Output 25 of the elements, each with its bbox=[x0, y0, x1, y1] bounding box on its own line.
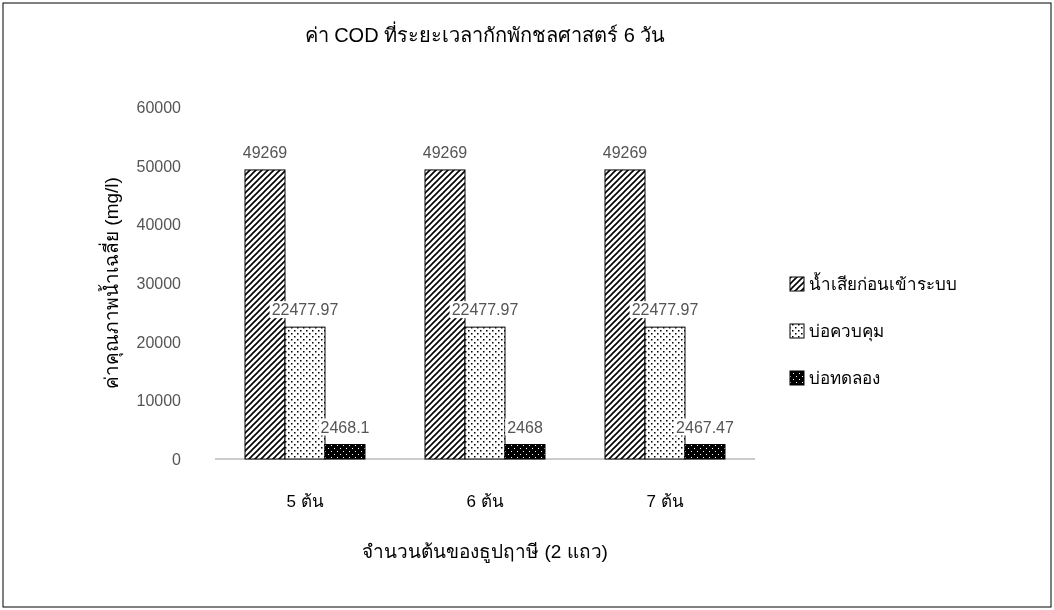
x-axis-title: จำนวนต้นของธูปฤาษี (2 แถว) bbox=[362, 541, 608, 563]
y-tick-label: 60000 bbox=[136, 99, 182, 116]
data-label: 49269 bbox=[422, 143, 468, 161]
y-tick-label: 20000 bbox=[136, 333, 182, 351]
y-axis-title: ค่าคุณภาพน้ำเฉลี่ย (mg/l) bbox=[98, 177, 124, 389]
data-label: 49269 bbox=[602, 143, 648, 161]
x-tick-label: 6 ต้น bbox=[466, 492, 504, 511]
y-tick-label: 10000 bbox=[136, 392, 182, 410]
data-label: 22477.97 bbox=[271, 301, 339, 319]
x-tick-label: 7 ต้น bbox=[646, 492, 684, 511]
data-label: 2468 bbox=[507, 418, 543, 436]
y-tick-label: 40000 bbox=[136, 216, 182, 234]
legend-label: บ่อทดลอง bbox=[809, 369, 880, 388]
data-label: 49269 bbox=[242, 143, 288, 161]
legend-label: บ่อควบคุม bbox=[809, 322, 884, 342]
chart-title: ค่า COD ที่ระยะเวลากักพักชลศาสตร์ 6 วัน bbox=[304, 21, 666, 46]
y-tick-label: 0 bbox=[172, 451, 182, 468]
legend-label: น้ำเสียก่อนเข้าระบบ bbox=[809, 272, 957, 294]
data-label: 2467.47 bbox=[676, 418, 735, 436]
data-label: 22477.97 bbox=[451, 301, 519, 319]
x-tick-label: 5 ต้น bbox=[286, 492, 324, 511]
y-tick-label: 30000 bbox=[136, 275, 182, 292]
data-label: 2468.1 bbox=[320, 418, 370, 436]
y-tick-label: 50000 bbox=[136, 157, 182, 175]
data-label: 22477.97 bbox=[631, 301, 699, 319]
